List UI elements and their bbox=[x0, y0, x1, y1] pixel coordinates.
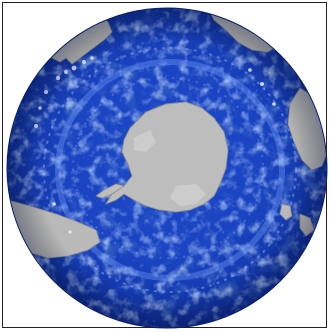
globe-outline bbox=[6, 7, 328, 329]
globe-rim-shade bbox=[7, 8, 327, 328]
